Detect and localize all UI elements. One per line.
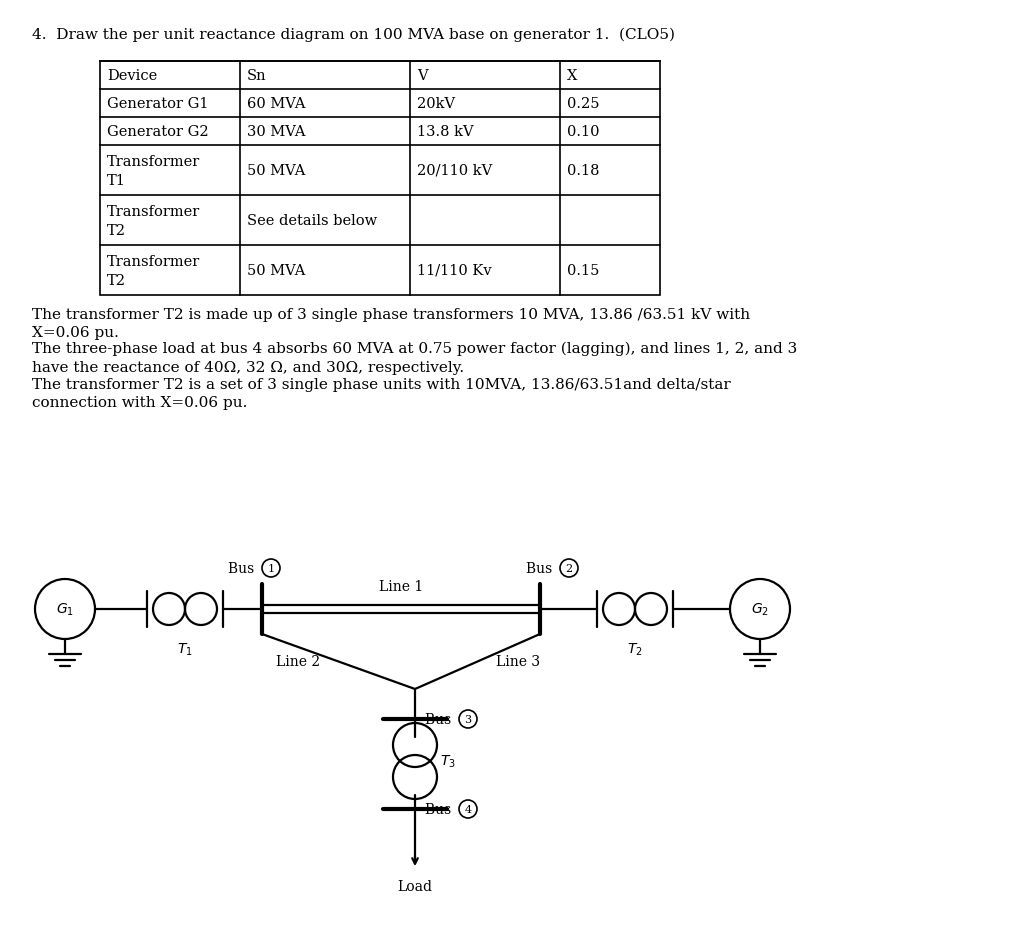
Text: 20/110 kV: 20/110 kV xyxy=(417,164,493,178)
Text: Bus: Bus xyxy=(425,802,456,816)
Text: T2: T2 xyxy=(106,224,126,238)
Text: Generator G1: Generator G1 xyxy=(106,97,209,110)
Text: Bus: Bus xyxy=(425,712,456,727)
Text: Bus: Bus xyxy=(526,561,557,575)
Text: 2: 2 xyxy=(565,563,572,574)
Text: 11/110 Kv: 11/110 Kv xyxy=(417,264,492,277)
Text: $G_1$: $G_1$ xyxy=(56,601,74,617)
Text: 30 MVA: 30 MVA xyxy=(247,125,305,139)
Text: 50 MVA: 50 MVA xyxy=(247,164,305,178)
Text: V: V xyxy=(417,69,428,83)
Text: Transformer: Transformer xyxy=(106,205,201,219)
Text: Bus: Bus xyxy=(228,561,259,575)
Text: 60 MVA: 60 MVA xyxy=(247,97,305,110)
Text: 3: 3 xyxy=(465,715,472,724)
Text: $T_3$: $T_3$ xyxy=(440,753,456,769)
Text: $T_2$: $T_2$ xyxy=(627,641,643,658)
Text: 1: 1 xyxy=(267,563,274,574)
Text: See details below: See details below xyxy=(247,213,377,227)
Text: The transformer T2 is made up of 3 single phase transformers 10 MVA, 13.86 /63.5: The transformer T2 is made up of 3 singl… xyxy=(32,308,751,340)
Text: 4: 4 xyxy=(465,805,472,814)
Text: 20kV: 20kV xyxy=(417,97,455,110)
Text: Load: Load xyxy=(397,879,432,893)
Text: Line 3: Line 3 xyxy=(496,655,540,669)
Text: Line 1: Line 1 xyxy=(379,579,423,593)
Text: 0.18: 0.18 xyxy=(567,164,599,178)
Text: Generator G2: Generator G2 xyxy=(106,125,209,139)
Text: $T_1$: $T_1$ xyxy=(177,641,193,658)
Text: 50 MVA: 50 MVA xyxy=(247,264,305,277)
Text: Transformer: Transformer xyxy=(106,155,201,169)
Text: Device: Device xyxy=(106,69,158,83)
Text: 0.15: 0.15 xyxy=(567,264,599,277)
Text: Transformer: Transformer xyxy=(106,254,201,269)
Text: T1: T1 xyxy=(106,174,126,187)
Text: T2: T2 xyxy=(106,274,126,288)
Text: 4.  Draw the per unit reactance diagram on 100 MVA base on generator 1.  (CLO5): 4. Draw the per unit reactance diagram o… xyxy=(32,28,675,43)
Bar xyxy=(100,62,660,296)
Text: Line 2: Line 2 xyxy=(276,655,321,669)
Text: 0.25: 0.25 xyxy=(567,97,599,110)
Text: $G_2$: $G_2$ xyxy=(751,601,769,617)
Text: Sn: Sn xyxy=(247,69,266,83)
Text: The transformer T2 is a set of 3 single phase units with 10MVA, 13.86/63.51and d: The transformer T2 is a set of 3 single … xyxy=(32,378,731,410)
Text: The three-phase load at bus 4 absorbs 60 MVA at 0.75 power factor (lagging), and: The three-phase load at bus 4 absorbs 60… xyxy=(32,342,798,374)
Text: 13.8 kV: 13.8 kV xyxy=(417,125,474,139)
Text: 0.10: 0.10 xyxy=(567,125,599,139)
Text: X: X xyxy=(567,69,578,83)
